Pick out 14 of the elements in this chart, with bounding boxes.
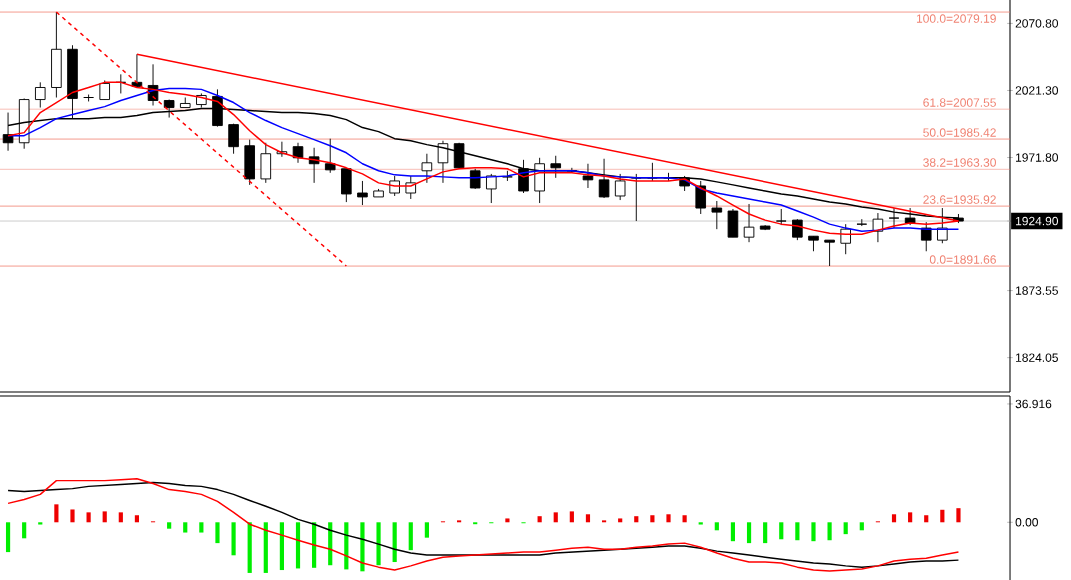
ref-line-label: 0.0=1891.66: [929, 255, 996, 264]
y-tick-label: 1824.05: [1016, 353, 1058, 362]
y-tick-label: 1971.80: [1016, 153, 1059, 162]
y-tick-label: 0.00: [1015, 518, 1038, 527]
y-tick-label: 36.916: [1015, 399, 1052, 409]
ref-line-label: 38.2=1963.30: [923, 158, 996, 167]
ref-line-label: 100.0=2079.19: [916, 14, 996, 23]
ref-line-label: 50.0=1985.42: [923, 128, 996, 137]
y-tick-label: 2021.30: [1015, 86, 1059, 95]
y-tick-label: 1924.90: [1016, 216, 1059, 226]
ref-line-label: 61.8=2007.55: [923, 98, 996, 107]
y-tick-label: 1873.55: [1016, 286, 1058, 295]
ref-line-label: 23.6=1935.92: [923, 195, 996, 204]
y-tick-label: 2070.80: [1015, 19, 1059, 28]
